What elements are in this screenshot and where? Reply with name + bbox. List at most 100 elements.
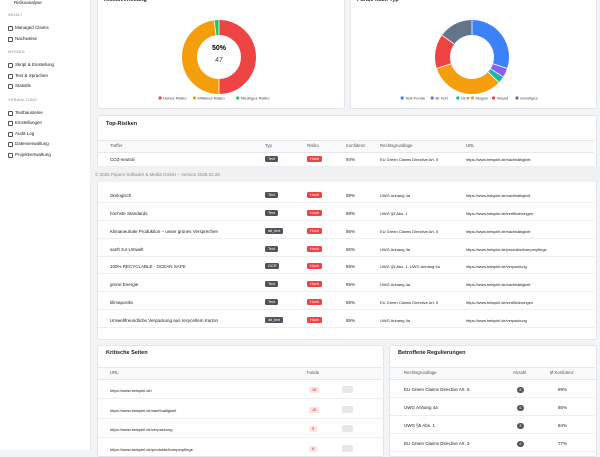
risk-badge: Hoch [307, 317, 322, 323]
nav-icon [8, 63, 13, 68]
cell: https://www.beispiel.de/nachhaltigkeit [466, 282, 530, 287]
cell: klimapositiv [110, 300, 133, 305]
column-header: Treffer [110, 143, 122, 148]
legend-swatch [456, 96, 459, 99]
count-badge: 2 [517, 441, 524, 447]
pie-segment [444, 66, 494, 86]
pie-segment [494, 73, 497, 77]
cell: https://www.beispiel.de/nachhaltigkeit [466, 229, 530, 234]
nav-item[interactable]: Datenverwaltung [15, 141, 49, 146]
type-badge: alt_text [265, 317, 283, 323]
column-header: Anzahl [513, 370, 526, 375]
count-badge: 8 [309, 446, 317, 452]
cell: UWG §5 Abs. 1 [380, 211, 408, 216]
cell: EU Green Claims Directive Art. 5 [380, 229, 438, 234]
row-divider [98, 202, 594, 203]
nav-item[interactable]: Audit-Log [15, 131, 34, 136]
legend-label: Text-Funde [405, 96, 426, 101]
row-divider [98, 398, 382, 399]
column-header: Funde [307, 370, 319, 375]
row-divider [98, 437, 382, 438]
risk-badge: Hoch [307, 246, 322, 252]
risk-badge: Hoch [307, 263, 322, 269]
cell: Umweltfreundliche Verpackung aus recycel… [110, 318, 218, 323]
cell: https://www.beispiel.de/produkte/koerper… [466, 247, 547, 252]
cell: https://www.beispiel.de/zertifizierungen [466, 300, 533, 305]
legend-label: OCR [461, 96, 470, 101]
cell: 100% RECYCLABLE · OCEAN SAFE [110, 264, 186, 269]
nav-item[interactable]: Text & Sprachen [15, 73, 48, 78]
legend-swatch [515, 96, 518, 99]
nav-icon [8, 153, 13, 158]
row-divider [98, 291, 594, 292]
row-divider [390, 415, 595, 416]
row-divider [98, 256, 594, 257]
type-badge: Text [265, 192, 278, 198]
view-button[interactable] [342, 386, 353, 393]
nav-icon [8, 132, 13, 137]
column-header: URL [466, 143, 475, 148]
table-header-bg [98, 367, 382, 380]
cell: EU Green Claims Directive Art. 3 [404, 441, 470, 446]
footer: © 2026 Papers Software & Media GmbH – Ve… [90, 167, 600, 182]
nav-item[interactable]: Risikoanalyse [14, 0, 42, 5]
legend-label: alt Text [435, 96, 448, 101]
cell: https://www.beispiel.de/nachhaltigkeit [466, 157, 530, 162]
legend-swatch [492, 96, 495, 99]
legend-label: Hohes Risiko [163, 96, 187, 101]
nav-item[interactable]: Skript & Einstellung [15, 62, 54, 67]
cell: 89% [558, 387, 567, 392]
nav-item[interactable]: Textbausteine [15, 110, 43, 115]
nav-section: WISSEN [8, 50, 25, 54]
type-badge: OCR [265, 263, 279, 269]
cell: 89% [346, 193, 355, 198]
cell: 86% [346, 247, 355, 252]
nav-item[interactable]: Einstellungen [15, 120, 42, 125]
nav-item[interactable]: Managed Claims [15, 25, 49, 30]
cell: 86% [346, 229, 355, 234]
nav-item[interactable]: Nachweise [15, 36, 37, 41]
type-badge: alt_text [265, 228, 283, 234]
risk-badge: Hoch [307, 228, 322, 234]
cell: höchste Standards [110, 211, 148, 216]
risk-badge: Hoch [307, 210, 322, 216]
type-badge: Text [265, 246, 278, 252]
count-badge: 9 [309, 426, 317, 432]
legend-label: Visuell [497, 96, 509, 101]
legend-swatch [193, 96, 196, 99]
cell: UWG Anhang 4a [380, 193, 410, 198]
section-title: Kritische Seiten [106, 350, 148, 356]
nav-item[interactable]: Statistik [15, 83, 31, 88]
legend-swatch [401, 96, 404, 99]
pie-segment [219, 28, 248, 87]
risk-badge: Hoch [307, 299, 322, 305]
cell: UWG Anhang 4a [380, 247, 410, 252]
risk-badge: Hoch [307, 156, 322, 162]
chart-title: Risikoverteilung [104, 0, 147, 3]
cell: EU Green Claims Directive Art. 5 [380, 300, 438, 305]
cell: EU Green Claims Directive Art. 5 [380, 157, 438, 162]
pie-segment [472, 28, 501, 67]
cell: grüne Energie [110, 282, 138, 287]
nav-item[interactable]: Projektverwaltung [15, 152, 51, 157]
cell: CO2-neutral [110, 157, 135, 162]
cell: 77% [558, 441, 567, 446]
legend-swatch [236, 96, 239, 99]
type-badge: Text [265, 281, 278, 287]
view-button[interactable] [342, 406, 353, 413]
cell: https://www.beispiel.de/verpackung [110, 427, 172, 432]
nav-icon [8, 142, 13, 147]
legend-label: Mittleres Risiko [198, 96, 226, 101]
row-divider [390, 451, 595, 452]
nav-icon [8, 37, 13, 42]
cell: 85% [346, 300, 355, 305]
view-button[interactable] [342, 445, 353, 452]
legend-label: Sonstiges [520, 96, 538, 101]
view-button[interactable] [342, 425, 353, 432]
row-divider [98, 309, 594, 310]
cell: https://www.beispiel.de/nachhaltigkeit [110, 408, 176, 413]
column-header: Typ [265, 143, 272, 148]
chart-title: Funde nach Typ [357, 0, 399, 3]
type-badge: Text [265, 210, 278, 216]
row-divider [98, 418, 382, 419]
